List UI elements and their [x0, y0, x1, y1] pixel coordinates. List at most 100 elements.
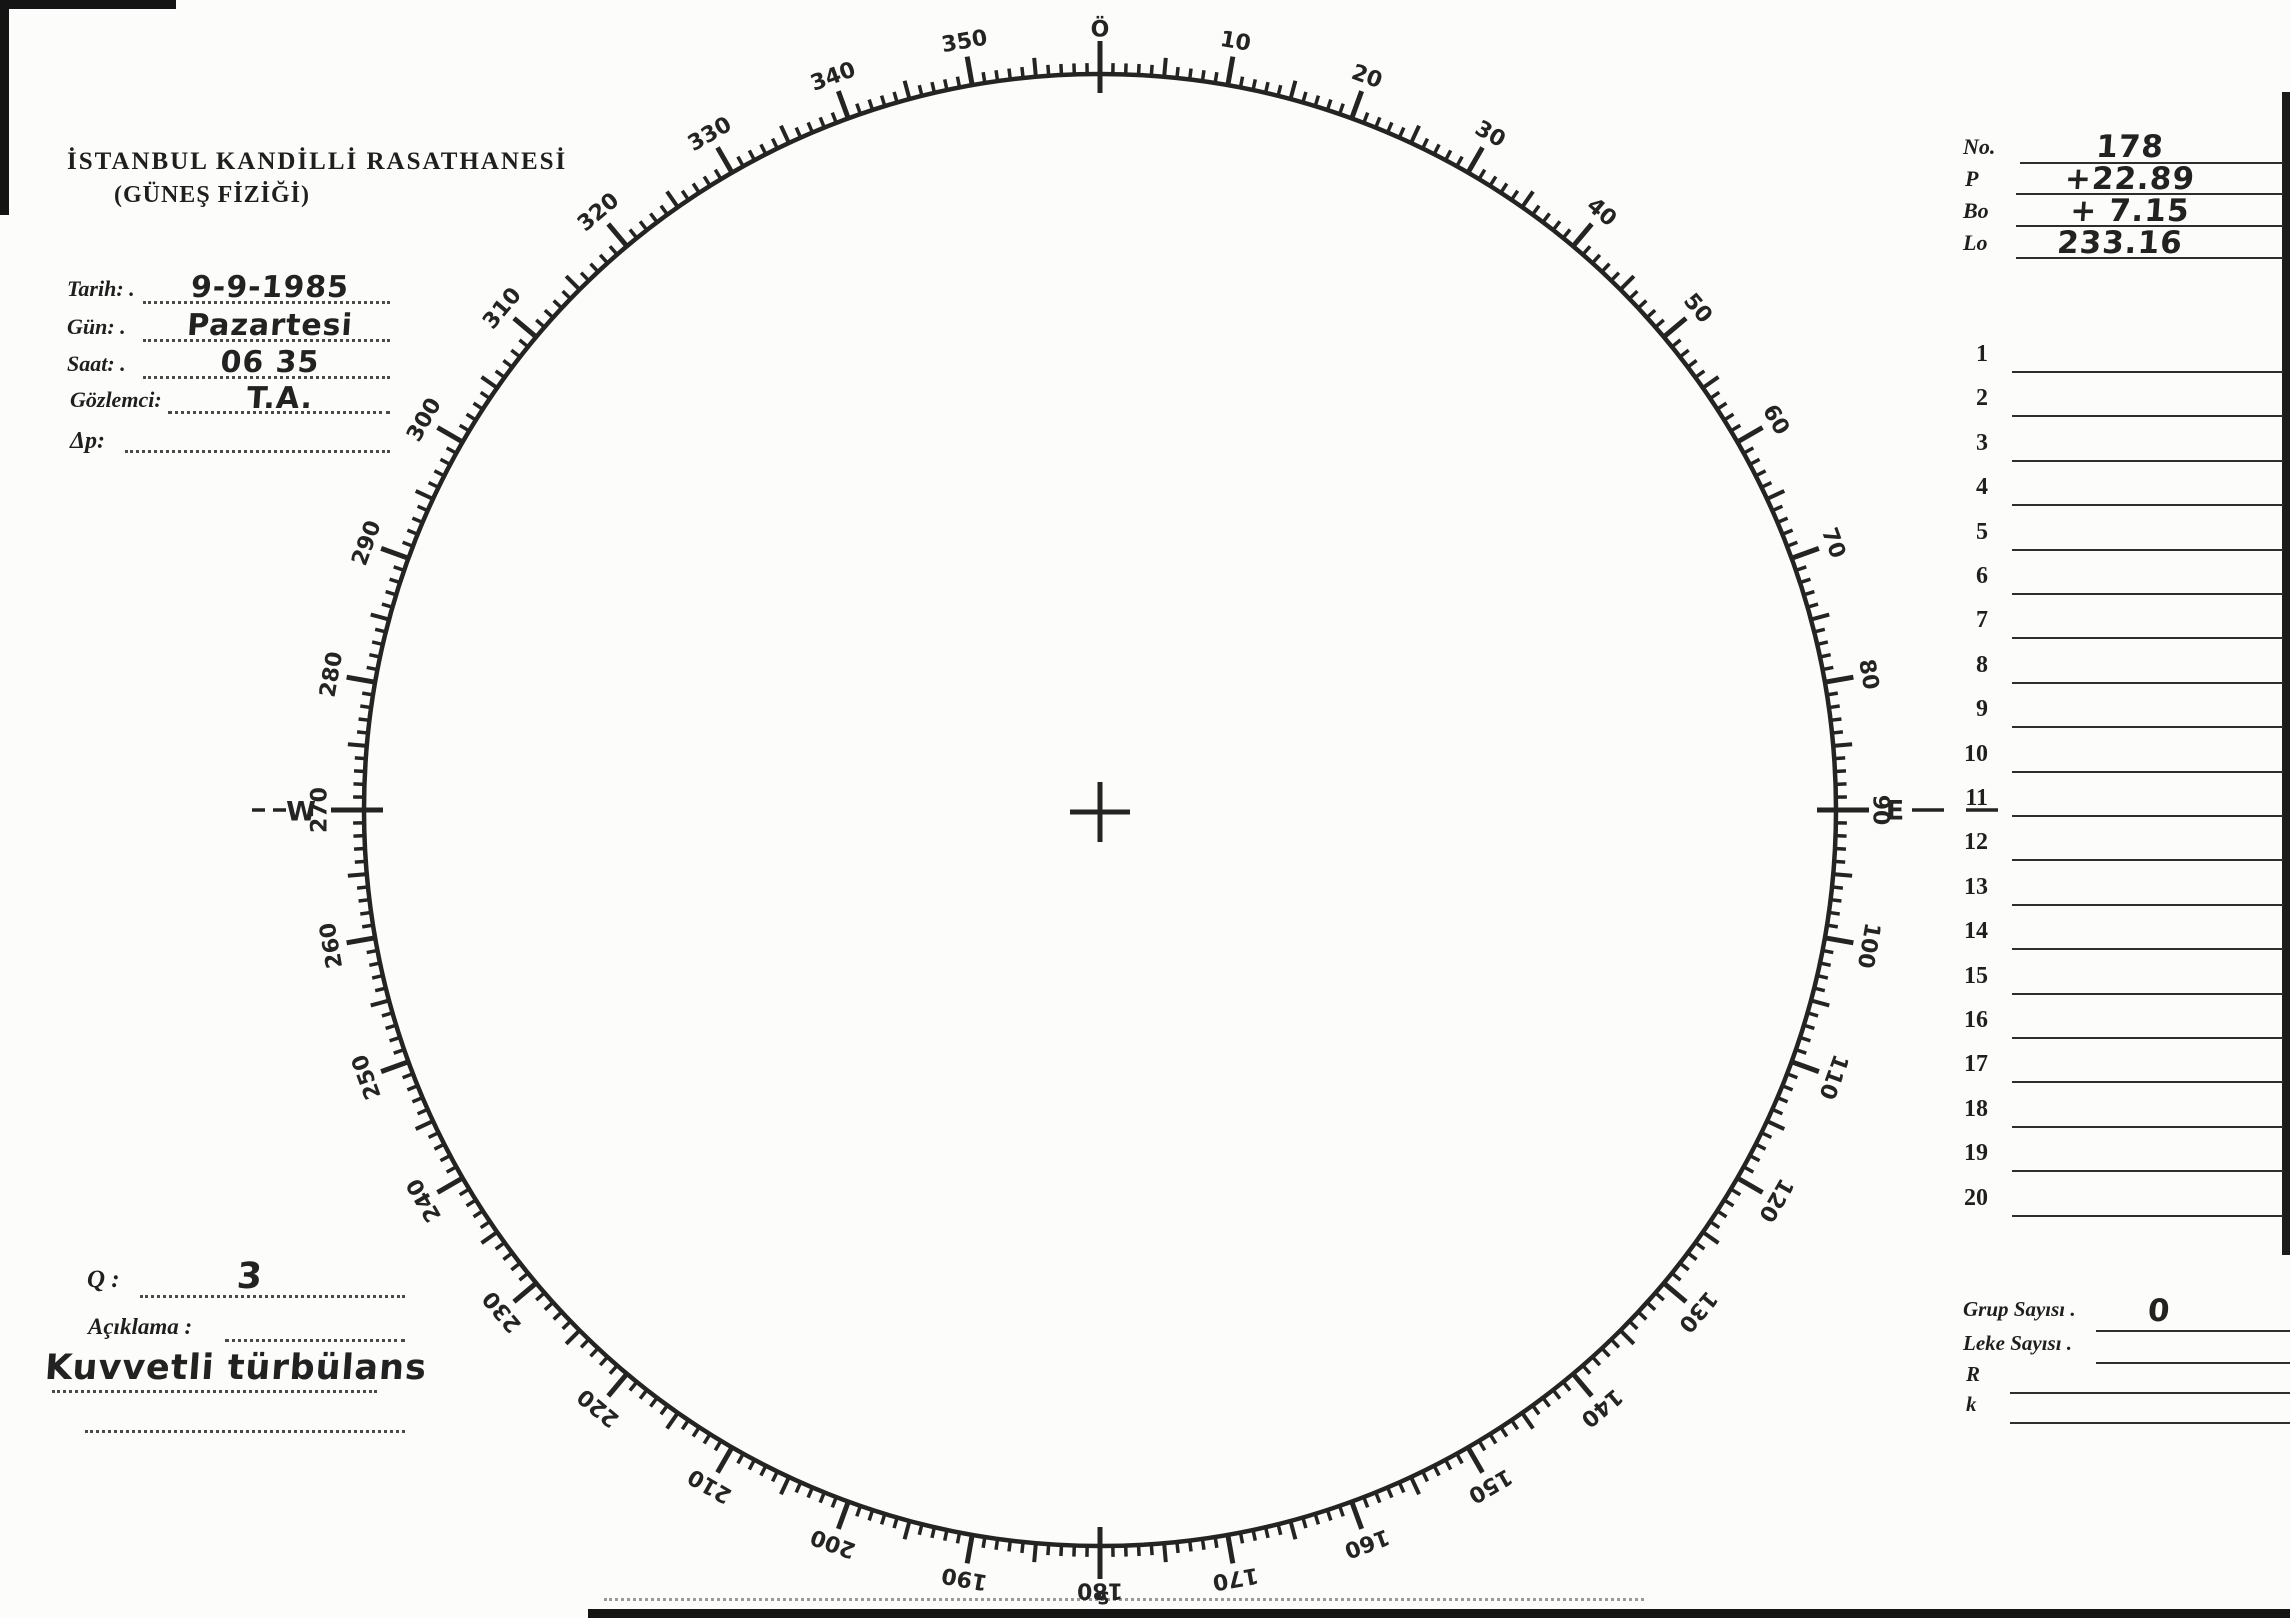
degree-label-200: 200	[807, 1523, 859, 1562]
degree-label-220: 220	[573, 1383, 624, 1432]
degree-label-90: 90	[1868, 795, 1893, 826]
degree-label-270: 270	[308, 787, 333, 833]
group-row-line-13	[2012, 903, 2283, 906]
scan-edge-right-vertical	[2282, 92, 2290, 1255]
degree-label-60: 60	[1757, 400, 1794, 439]
group-row-number-1: 1	[1976, 341, 1988, 367]
field-value-gun: Pazartesi	[185, 308, 355, 343]
aciklama-label: Açıklama :	[88, 1314, 193, 1339]
ephemeris-label-no: No.	[1963, 134, 1996, 159]
group-row-number-12: 12	[1964, 829, 1988, 856]
degree-label-150: 150	[1464, 1463, 1516, 1508]
group-row-number-16: 16	[1964, 1007, 1988, 1033]
field-value-saat: 06 35	[219, 345, 321, 380]
group-row-line-11	[2012, 815, 2283, 817]
count-label-leke: Leke Sayısı .	[1963, 1331, 2073, 1355]
ephemeris-line-lo	[2016, 257, 2283, 259]
group-row-line-14	[2012, 948, 2283, 951]
count-label-r: R	[1966, 1362, 1981, 1386]
ephemeris-line-p	[2016, 193, 2283, 195]
field-label-gun: Gün: .	[67, 314, 126, 339]
q-label: Q :	[87, 1266, 120, 1293]
ephemeris-label-bo: Bo	[1963, 198, 1989, 223]
scan-bottom-faint-dotted-line	[604, 1598, 1644, 1601]
degree-label-10: 10	[1218, 27, 1253, 57]
degree-label-240: 240	[402, 1174, 447, 1226]
degree-label-140: 140	[1576, 1383, 1627, 1432]
ephemeris-value-p: +22.89	[2063, 161, 2197, 197]
group-row-number-13: 13	[1964, 873, 1988, 900]
degree-label-180: 180	[1077, 1578, 1123, 1603]
group-row-number-18: 18	[1964, 1095, 1988, 1122]
ephemeris-line-no	[2020, 162, 2283, 164]
scan-edge-left-vertical	[0, 0, 9, 215]
degree-label-250: 250	[347, 1051, 386, 1103]
degree-label-230: 230	[478, 1286, 527, 1337]
field-value-tarih: 9-9-1985	[189, 270, 351, 305]
q-value: 3	[235, 1256, 265, 1297]
count-line-grup	[2096, 1330, 2290, 1332]
ephemeris-value-lo: 233.16	[2055, 225, 2185, 261]
cardinal-letter-W: W	[286, 797, 316, 828]
group-row-line-5	[2012, 548, 2283, 551]
count-line-r	[2010, 1392, 2290, 1394]
group-row-number-15: 15	[1964, 962, 1988, 989]
disk-center-cross	[1070, 782, 1130, 842]
degree-label-160: 160	[1341, 1523, 1393, 1562]
group-row-number-10: 10	[1964, 740, 1988, 767]
degree-label-290: 290	[347, 517, 386, 569]
delta-p-underline	[125, 450, 390, 453]
field-label-tarih: Tarih: .	[67, 276, 135, 301]
degree-label-310: 310	[478, 283, 527, 334]
count-label-grup: Grup Sayısı .	[1963, 1297, 2076, 1321]
group-row-number-19: 19	[1964, 1140, 1988, 1167]
observation-note: Kuvvetli türbülans	[43, 1348, 429, 1388]
group-row-line-19	[2012, 1170, 2283, 1173]
group-row-number-6: 6	[1976, 563, 1988, 589]
degree-label-170: 170	[1211, 1562, 1261, 1595]
group-row-number-14: 14	[1964, 918, 1988, 945]
degree-label-120: 120	[1753, 1174, 1798, 1226]
count-value-grup: 0	[2146, 1293, 2172, 1329]
count-line-leke	[2096, 1362, 2290, 1364]
cardinal-letter-E: E	[1886, 796, 1904, 827]
group-row-number-20: 20	[1964, 1184, 1988, 1211]
group-row-number-9: 9	[1976, 696, 1988, 723]
group-row-number-11: 11	[1965, 785, 1988, 811]
group-row-line-7	[2012, 637, 2283, 640]
note-underline	[52, 1390, 377, 1393]
degree-label-100: 100	[1852, 921, 1885, 971]
field-label-gozlemci: Gözlemci:	[70, 387, 162, 412]
tarih-underline	[143, 301, 390, 304]
group-row-line-8	[2012, 681, 2283, 684]
group-row-line-16	[2012, 1037, 2283, 1039]
aciklama-underline	[225, 1339, 405, 1342]
ephemeris-value-bo: + 7.15	[2069, 193, 2191, 229]
cardinal-letter-S: S	[1097, 1587, 1110, 1608]
degree-label-130: 130	[1673, 1286, 1722, 1337]
degree-label-330: 330	[684, 112, 736, 157]
degree-label-210: 210	[684, 1463, 736, 1508]
ephemeris-label-lo: Lo	[1963, 230, 1988, 255]
group-row-number-17: 17	[1964, 1051, 1988, 1078]
ephemeris-value-no: 178	[2094, 129, 2166, 165]
group-row-line-12	[2012, 859, 2283, 862]
dial-cardinal-letters: E S W	[286, 796, 1904, 1608]
observatory-subtitle: (GÜNEŞ FİZİĞİ)	[113, 182, 311, 208]
count-line-k	[2010, 1422, 2290, 1424]
group-row-number-4: 4	[1976, 474, 1988, 501]
gozlemci-underline	[168, 411, 390, 414]
degree-label-110: 110	[1813, 1051, 1852, 1103]
field-label-saat: Saat: .	[67, 351, 126, 376]
degree-label-80: 80	[1853, 657, 1883, 692]
group-row-number-7: 7	[1976, 607, 1988, 634]
group-row-line-2	[2012, 415, 2283, 418]
group-row-number-5: 5	[1976, 518, 1988, 545]
group-row-number-8: 8	[1976, 651, 1988, 678]
note-underline-2	[85, 1430, 405, 1433]
group-row-line-10	[2012, 770, 2283, 773]
degree-label-320: 320	[573, 188, 624, 237]
scan-edge-bottom-bar	[588, 1609, 2290, 1618]
